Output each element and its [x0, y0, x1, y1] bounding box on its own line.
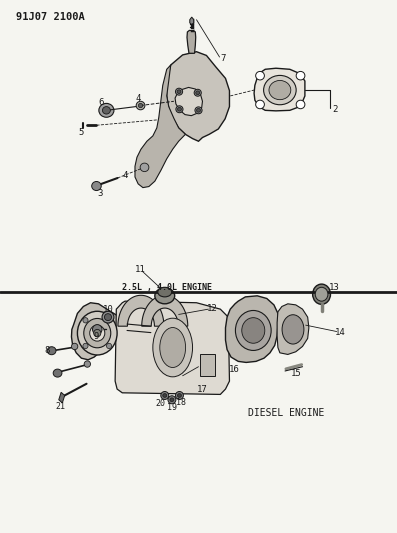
Ellipse shape: [235, 310, 271, 351]
Ellipse shape: [53, 369, 62, 377]
Polygon shape: [225, 296, 278, 362]
Ellipse shape: [269, 80, 291, 100]
Ellipse shape: [161, 391, 169, 400]
Ellipse shape: [90, 325, 105, 341]
Ellipse shape: [170, 398, 174, 402]
Ellipse shape: [136, 101, 145, 110]
Polygon shape: [142, 295, 188, 326]
Ellipse shape: [140, 163, 149, 172]
Text: 17: 17: [197, 385, 208, 393]
Text: 16: 16: [229, 366, 240, 374]
Polygon shape: [200, 354, 215, 376]
Ellipse shape: [175, 88, 183, 95]
Ellipse shape: [264, 75, 296, 104]
Ellipse shape: [256, 100, 264, 109]
Ellipse shape: [160, 327, 185, 368]
Text: 6: 6: [98, 98, 104, 107]
Ellipse shape: [47, 346, 56, 355]
Text: 2: 2: [333, 105, 338, 114]
Text: 21: 21: [55, 402, 66, 410]
Polygon shape: [59, 392, 65, 403]
Polygon shape: [175, 87, 202, 116]
Ellipse shape: [83, 318, 88, 323]
Ellipse shape: [242, 318, 265, 343]
Ellipse shape: [256, 71, 264, 80]
Ellipse shape: [177, 108, 181, 111]
Polygon shape: [187, 30, 196, 53]
Ellipse shape: [155, 288, 175, 304]
Ellipse shape: [153, 318, 193, 377]
Ellipse shape: [196, 91, 200, 95]
Text: 2.5L , 4.0L ENGINE: 2.5L , 4.0L ENGINE: [122, 284, 212, 292]
Ellipse shape: [177, 393, 181, 398]
Text: 14: 14: [335, 328, 346, 337]
Ellipse shape: [84, 361, 91, 367]
Ellipse shape: [282, 314, 304, 344]
Polygon shape: [190, 17, 194, 25]
Text: 9: 9: [93, 332, 99, 341]
Polygon shape: [71, 303, 122, 360]
Ellipse shape: [296, 100, 305, 109]
Ellipse shape: [77, 311, 117, 355]
Ellipse shape: [94, 329, 101, 337]
Text: 4: 4: [122, 172, 128, 180]
Text: 18: 18: [175, 399, 186, 407]
Polygon shape: [115, 301, 229, 394]
Text: 5: 5: [79, 128, 84, 136]
Text: 91J07 2100A: 91J07 2100A: [16, 12, 85, 22]
Text: 10: 10: [102, 305, 114, 313]
Ellipse shape: [296, 71, 305, 80]
Ellipse shape: [92, 181, 101, 191]
Polygon shape: [135, 65, 185, 188]
Ellipse shape: [315, 287, 328, 301]
Ellipse shape: [93, 325, 102, 334]
Ellipse shape: [83, 343, 88, 349]
Text: 15: 15: [290, 369, 301, 377]
Ellipse shape: [168, 395, 176, 404]
Text: 11: 11: [134, 265, 145, 273]
Text: 8: 8: [44, 346, 50, 355]
Ellipse shape: [106, 318, 112, 323]
Ellipse shape: [163, 393, 167, 398]
Ellipse shape: [195, 107, 202, 114]
Ellipse shape: [158, 287, 172, 297]
Ellipse shape: [104, 313, 112, 320]
Text: 3: 3: [97, 189, 103, 198]
Ellipse shape: [194, 90, 201, 96]
Ellipse shape: [177, 90, 181, 94]
Polygon shape: [167, 52, 229, 141]
Text: DIESEL ENGINE: DIESEL ENGINE: [248, 408, 324, 418]
Text: 20: 20: [156, 399, 166, 408]
Text: 12: 12: [207, 304, 218, 312]
Ellipse shape: [71, 343, 78, 350]
Ellipse shape: [138, 103, 143, 108]
Ellipse shape: [106, 343, 112, 349]
Text: 13: 13: [329, 284, 340, 292]
Ellipse shape: [84, 318, 111, 348]
Ellipse shape: [175, 391, 183, 400]
Ellipse shape: [313, 284, 330, 304]
Ellipse shape: [99, 103, 114, 117]
Ellipse shape: [197, 108, 200, 112]
Ellipse shape: [176, 106, 183, 112]
Text: 4: 4: [135, 94, 141, 102]
Polygon shape: [277, 304, 309, 354]
Ellipse shape: [102, 311, 114, 323]
Text: 7: 7: [220, 54, 226, 62]
Ellipse shape: [102, 107, 110, 114]
Text: 19: 19: [167, 403, 177, 411]
Polygon shape: [118, 295, 164, 326]
Polygon shape: [254, 68, 305, 111]
